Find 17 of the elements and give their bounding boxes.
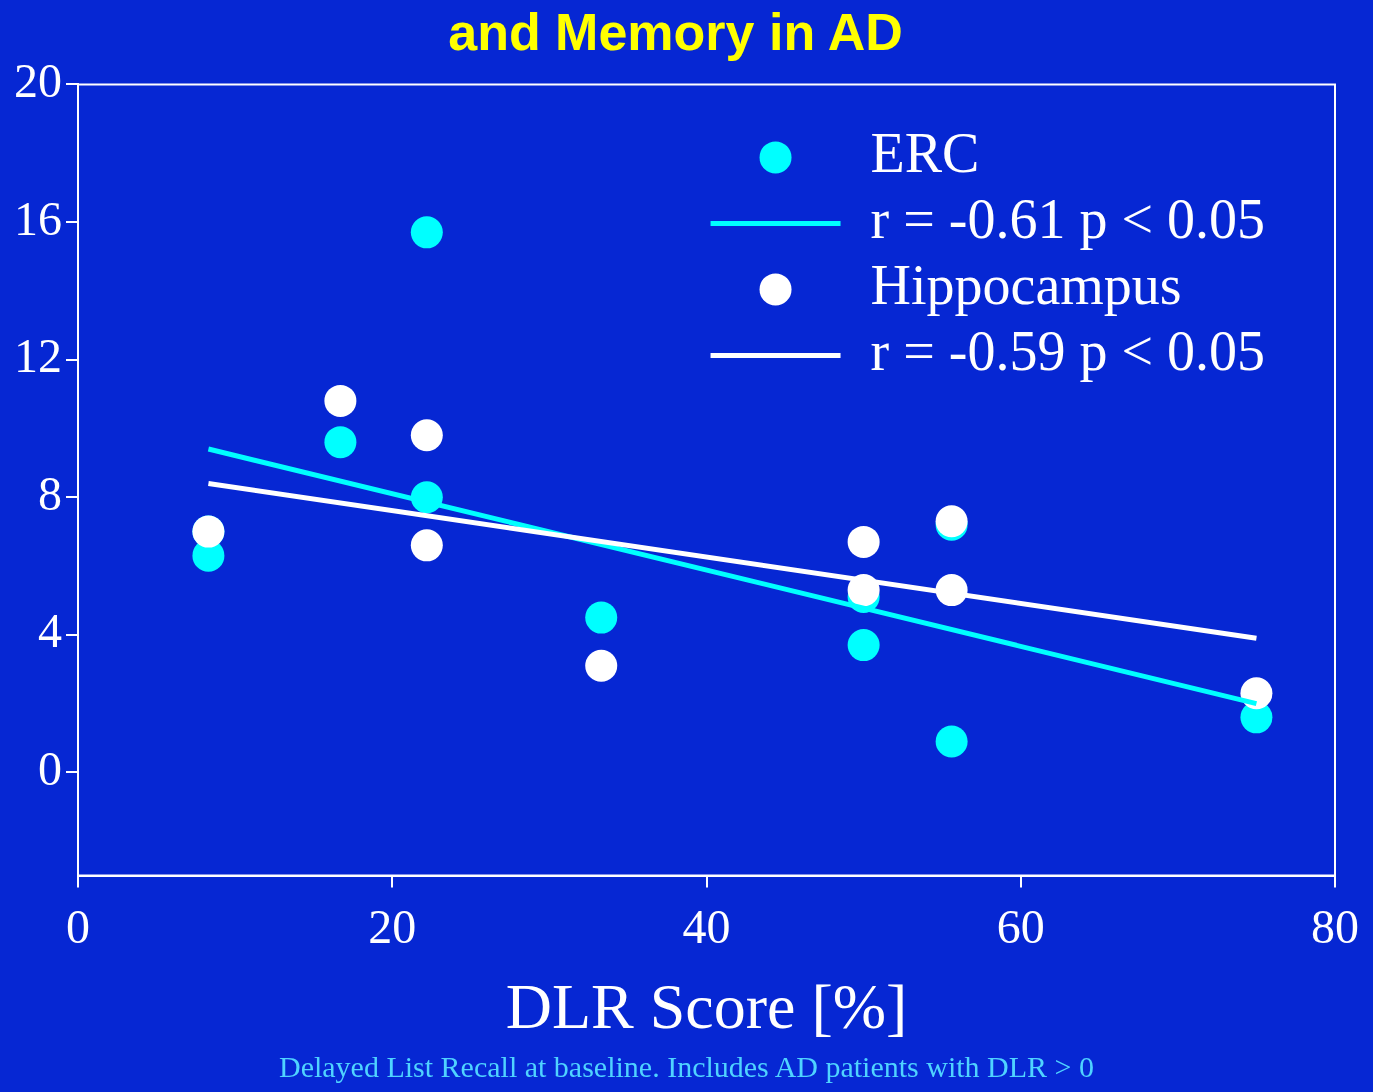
text: Delayed List Recall at baseline. Includes AD patients with DLR > 0 [278,1049,1095,1083]
x-axis-title: DLR Score [%] [505,971,908,1043]
legend-label: r = -0.61 p < 0.05 [870,188,1266,251]
y-tick-label: 4 [38,604,62,658]
legend-label: Hippocampus [870,254,1182,317]
y-tick-label: 0 [38,742,62,796]
x-tick-label: 40 [682,900,731,954]
chart-title: and Memory in AD [448,2,903,61]
x-tick-label: 20 [368,900,417,954]
y-tick-label: 8 [38,466,62,520]
y-tick-label: 16 [14,191,62,245]
x-tick-label: 60 [996,900,1045,954]
x-tick-label: 80 [1311,900,1359,954]
legend-label: ERC [870,122,980,185]
y-tick-label: 20 [14,54,62,108]
legend-label: r = -0.59 p < 0.05 [870,320,1266,383]
y-tick-label: 12 [14,329,62,383]
